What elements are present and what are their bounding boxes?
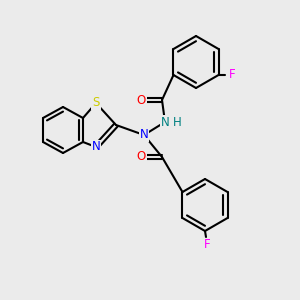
Text: F: F [204,238,210,251]
Text: O: O [136,151,146,164]
Text: H: H [173,116,182,128]
Text: N: N [92,140,100,154]
Text: N: N [140,128,148,142]
Text: S: S [92,97,100,110]
Text: N: N [160,116,169,128]
Text: F: F [229,68,236,82]
Text: O: O [136,94,146,106]
